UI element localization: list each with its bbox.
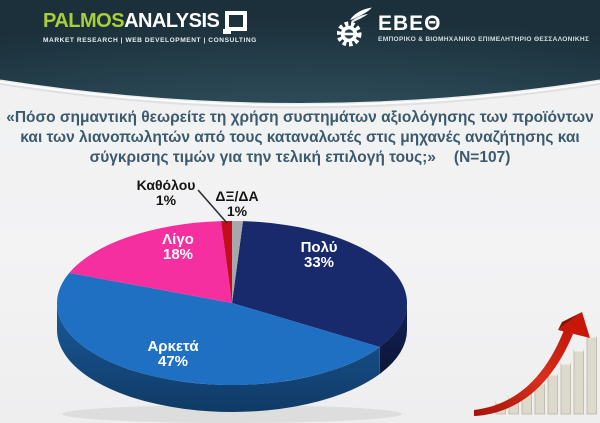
pie-side-Πολύ — [379, 303, 407, 374]
palmos-logo-row: PALMOS ANALYSIS — [43, 10, 257, 36]
header-curve-shadow — [0, 83, 600, 109]
ebeth-name: ΕΒΕΘ — [378, 12, 442, 35]
growth-arrow-graphic — [474, 312, 597, 416]
ebeth-text-block: ΕΒΕΘ ΕΜΠΟΡΙΚΟ & ΒΙΟΜΗΧΑΝΙΚΟ ΕΠΙΜΕΛΗΤΗΡΙΟ… — [378, 13, 589, 49]
katholou-leader-line — [197, 189, 228, 224]
pie-slice-Πολύ — [232, 221, 407, 347]
pie-slice-Καθόλου — [221, 221, 232, 303]
sample-size-label: (N=107) — [453, 149, 511, 166]
question-line-3-text: σύγκρισης τιμών για την τελική επιλογή τ… — [89, 149, 436, 166]
question-line-2: και των λιανοπωλητών από τους καταναλωτέ… — [20, 129, 580, 146]
question-line-3: σύγκρισης τιμών για την τελική επιλογή τ… — [0, 148, 600, 168]
palmos-analysis-logo: PALMOS ANALYSIS MARKET RESEARCH | WEB DE… — [43, 10, 257, 44]
ebeth-tagline: ΕΜΠΟΡΙΚΟ & ΒΙΟΜΗΧΑΝΙΚΟ ΕΠΙΜΕΛΗΤΗΡΙΟ ΘΕΣΣ… — [378, 36, 590, 43]
rising-arrow-head-shade — [558, 312, 582, 330]
pie-slice-ΔΞ/ΔΑ — [232, 221, 243, 303]
header-curve-mask — [0, 81, 600, 122]
pie-side-Αρκετά — [57, 303, 380, 412]
header-band — [0, 0, 600, 122]
pie-slice-Λίγο — [69, 221, 232, 303]
pie-slice-Αρκετά — [57, 272, 380, 385]
header-curve-highlight — [0, 79, 600, 106]
palmos-brand-secondary: ANALYSIS — [124, 10, 220, 32]
question-line-1: «Πόσο σημαντική θεωρείτε τη χρήση συστημ… — [6, 109, 594, 126]
rising-arrow — [474, 330, 573, 416]
winged-gear-icon — [337, 7, 372, 47]
question-title: «Πόσο σημαντική θεωρείτε τη χρήση συστημ… — [0, 108, 600, 168]
palmos-tagline: MARKET RESEARCH | WEB DEVELOPMENT | CONS… — [43, 37, 257, 44]
palmos-brand-primary: PALMOS — [43, 10, 125, 32]
speech-square-icon — [223, 11, 248, 34]
ebeth-logo: ΕΒΕΘ ΕΜΠΟΡΙΚΟ & ΒΙΟΜΗΧΑΝΙΚΟ ΕΠΙΜΕΛΗΤΗΡΙΟ… — [337, 7, 589, 49]
pie-shadow — [62, 405, 402, 423]
rising-arrow-head — [558, 312, 590, 338]
